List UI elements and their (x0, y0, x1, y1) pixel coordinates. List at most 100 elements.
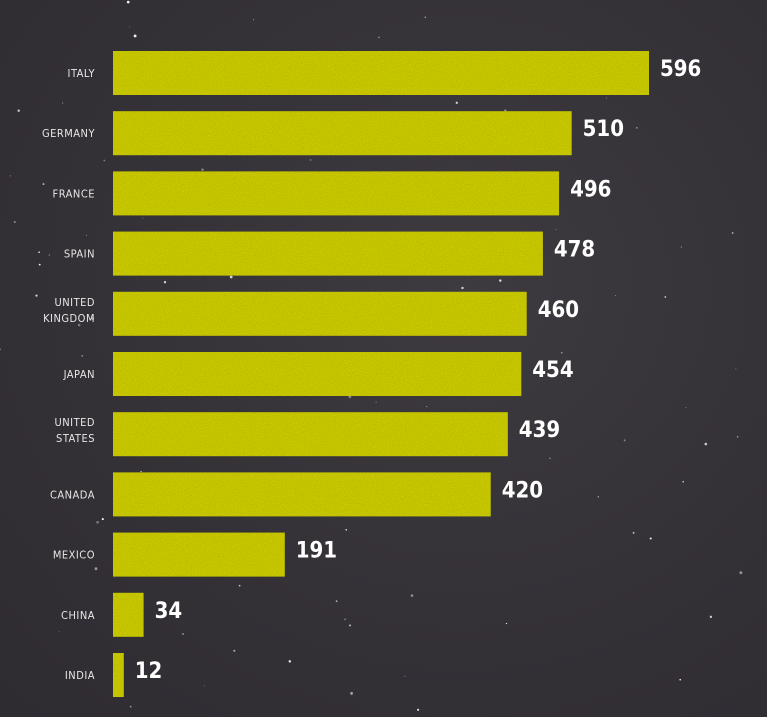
star-dot (739, 571, 743, 575)
value-label-japan: 454 (532, 358, 573, 383)
value-label-mexico: 191 (296, 539, 337, 564)
star-dot (38, 251, 40, 253)
bar-united-kingdom (113, 291, 527, 336)
star-dot (499, 279, 502, 282)
star-dot (410, 594, 414, 597)
bar-italy (113, 51, 649, 95)
star-dot (735, 368, 737, 370)
bar-china (113, 592, 144, 637)
value-label-china: 34 (155, 599, 183, 624)
star-dot (140, 470, 142, 473)
category-label-united-states: UNITED STATES (55, 416, 95, 445)
star-dot (561, 352, 563, 354)
category-label-united-kingdom: UNITED KINGDOM (43, 296, 95, 325)
star-dot (615, 295, 617, 296)
star-dot (348, 624, 352, 627)
category-label-mexico: MEXICO (53, 549, 95, 562)
star-dot (229, 275, 233, 279)
star-dot (91, 317, 95, 320)
bar-japan (113, 352, 522, 396)
star-dot (632, 531, 635, 534)
star-dot (605, 97, 607, 99)
star-dot (17, 109, 20, 112)
star-dot (504, 109, 507, 112)
star-dot (555, 228, 557, 230)
star-dot (649, 537, 652, 540)
bar-india (113, 653, 124, 697)
star-dot (233, 649, 236, 652)
star-dot (455, 101, 458, 104)
star-dot (350, 692, 353, 695)
star-dot (375, 401, 377, 403)
star-dot (129, 705, 132, 708)
star-dot (636, 127, 638, 129)
star-dot (426, 406, 428, 408)
star-dot (623, 439, 626, 442)
star-dot (101, 518, 104, 521)
bar-canada (113, 472, 491, 517)
star-dot (85, 234, 87, 236)
value-label-italy: 596 (660, 57, 701, 82)
bar-united-states (113, 412, 508, 457)
star-dot (58, 631, 60, 633)
star-dot (133, 34, 137, 38)
star-dot (142, 217, 144, 219)
bar-spain (113, 231, 543, 276)
star-dot (288, 660, 292, 663)
star-dot (128, 26, 130, 28)
star-dot (81, 355, 84, 357)
star-dot (685, 407, 687, 409)
star-dot (348, 395, 352, 399)
category-label-germany: GERMANY (42, 127, 96, 140)
star-dot (378, 36, 380, 39)
value-label-united-kingdom: 460 (538, 298, 579, 323)
star-dot (77, 323, 81, 327)
star-dot (664, 296, 667, 298)
bar-group: ITALY 596 GERMANY 510 FRANCE 496 SPAIN 478 UNITE… (42, 51, 701, 697)
star-dot (182, 632, 184, 635)
star-dot (344, 618, 346, 621)
star-dot (679, 678, 682, 681)
value-label-france: 496 (570, 177, 611, 202)
star-dot (682, 481, 684, 483)
star-dot (62, 102, 64, 104)
category-label-canada: CANADA (50, 488, 95, 501)
star-dot (704, 442, 708, 446)
star-dot (48, 254, 50, 256)
star-dot (549, 457, 551, 459)
star-dot (9, 175, 11, 177)
value-label-canada: 420 (502, 478, 543, 503)
category-label-spain: SPAIN (64, 248, 95, 261)
star-dot (597, 496, 599, 498)
bar-france (113, 171, 560, 216)
star-dot (680, 246, 682, 248)
star-dot (253, 19, 255, 21)
star-dot (42, 183, 45, 186)
star-dot (163, 281, 167, 284)
bar-mexico (113, 532, 285, 577)
star-dot (204, 685, 206, 687)
category-label-japan: JAPAN (63, 368, 95, 381)
star-dot (35, 294, 38, 297)
star-dot (38, 263, 41, 266)
star-dot (404, 675, 406, 677)
star-dot (345, 529, 347, 531)
value-label-india: 12 (135, 659, 163, 684)
category-label-india: INDIA (65, 669, 95, 682)
star-dot (103, 159, 106, 162)
star-dot (424, 16, 427, 19)
star-dot (238, 584, 241, 587)
value-label-spain: 478 (554, 238, 595, 263)
star-dot (417, 708, 420, 711)
star-dot (94, 567, 98, 571)
bar-germany (113, 111, 572, 156)
star-dot (335, 600, 338, 603)
star-dot (309, 159, 312, 161)
star-dot (736, 436, 739, 438)
category-label-italy: ITALY (68, 67, 96, 80)
star-dot (709, 615, 713, 619)
star-dot (0, 348, 1, 351)
star-dot (13, 221, 16, 224)
